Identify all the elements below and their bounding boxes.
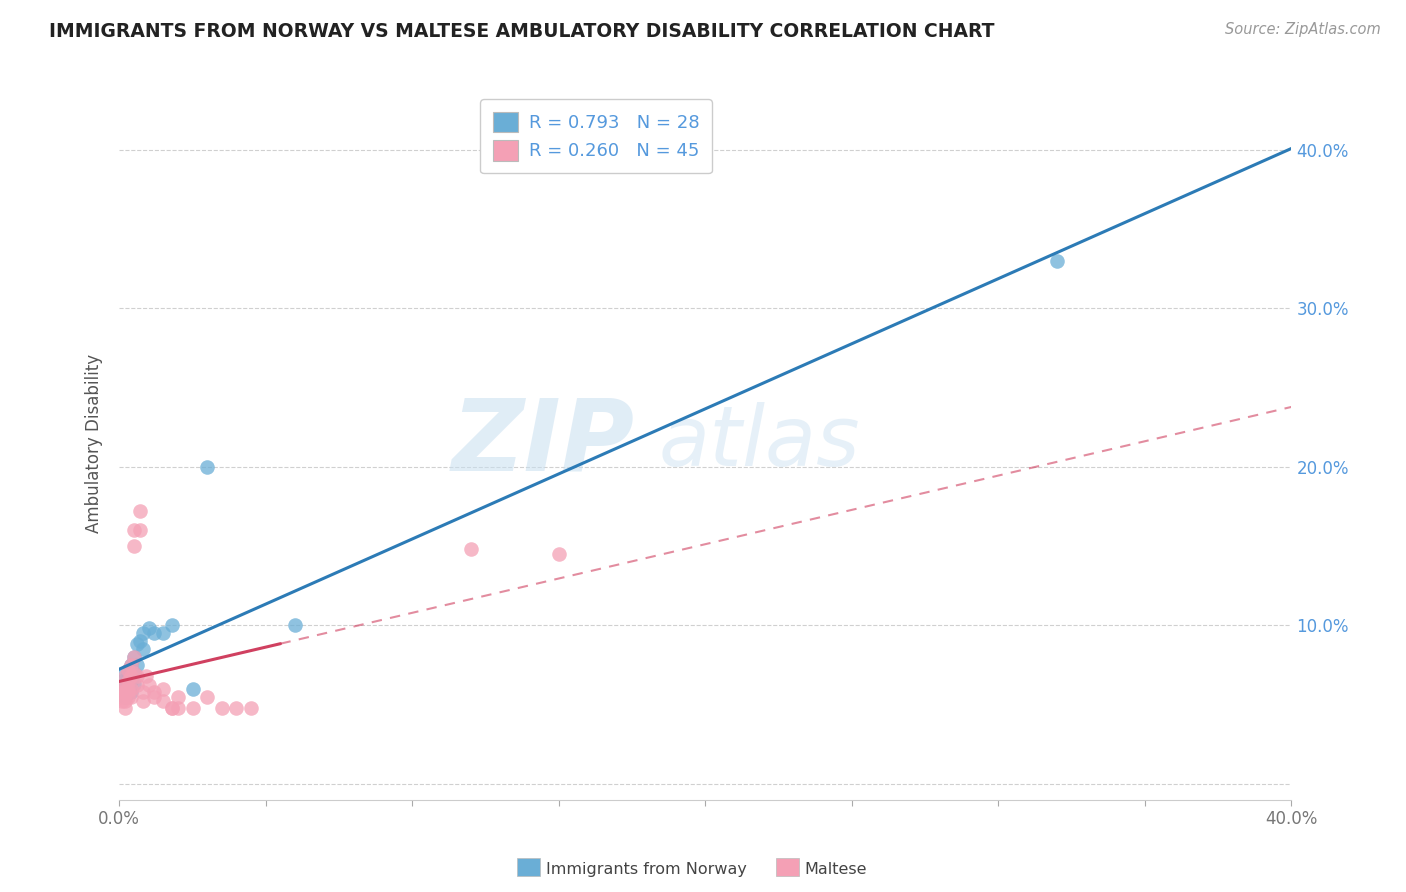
Point — [125, 678, 148, 692]
Point — [152, 681, 174, 696]
Point — [132, 642, 155, 657]
Point — [111, 673, 134, 688]
Point — [111, 685, 134, 699]
Point — [114, 694, 136, 708]
Point — [195, 459, 218, 474]
Point — [211, 700, 233, 714]
Point — [114, 665, 136, 680]
Point — [117, 685, 139, 699]
Point — [117, 669, 139, 683]
Point — [195, 690, 218, 704]
Point — [114, 700, 136, 714]
Point — [122, 665, 145, 680]
Point — [128, 634, 150, 648]
Point — [143, 690, 166, 704]
Point — [167, 690, 190, 704]
Point — [111, 690, 134, 704]
Point — [117, 663, 139, 677]
Point — [120, 685, 142, 699]
Text: Source: ZipAtlas.com: Source: ZipAtlas.com — [1225, 22, 1381, 37]
Point — [120, 669, 142, 683]
Point — [114, 685, 136, 699]
Point — [167, 700, 190, 714]
Point — [125, 657, 148, 672]
Text: IMMIGRANTS FROM NORWAY VS MALTESE AMBULATORY DISABILITY CORRELATION CHART: IMMIGRANTS FROM NORWAY VS MALTESE AMBULA… — [49, 22, 994, 41]
Point — [117, 690, 139, 704]
Point — [132, 694, 155, 708]
Point — [111, 681, 134, 696]
Point — [160, 618, 183, 632]
Point — [284, 618, 307, 632]
Point — [117, 681, 139, 696]
Point — [117, 673, 139, 688]
Point — [122, 539, 145, 553]
Point — [152, 694, 174, 708]
Point — [547, 547, 569, 561]
Point — [160, 700, 183, 714]
Point — [114, 678, 136, 692]
Point — [120, 681, 142, 696]
Point — [138, 621, 160, 635]
Point — [117, 681, 139, 696]
Point — [111, 694, 134, 708]
Point — [181, 700, 204, 714]
Y-axis label: Ambulatory Disability: Ambulatory Disability — [86, 353, 103, 533]
Text: ZIP: ZIP — [453, 394, 636, 491]
Point — [138, 678, 160, 692]
Point — [122, 649, 145, 664]
Point — [225, 700, 247, 714]
Text: Immigrants from Norway: Immigrants from Norway — [546, 863, 747, 877]
Point — [120, 690, 142, 704]
Point — [128, 523, 150, 537]
Point — [132, 685, 155, 699]
Text: Maltese: Maltese — [804, 863, 866, 877]
Point — [111, 685, 134, 699]
Point — [181, 681, 204, 696]
Point — [143, 685, 166, 699]
Point — [120, 673, 142, 688]
Point — [132, 626, 155, 640]
Point — [128, 504, 150, 518]
Point — [122, 677, 145, 691]
Point — [135, 669, 157, 683]
Point — [120, 657, 142, 672]
Point — [114, 669, 136, 683]
Point — [1046, 253, 1069, 268]
Point — [114, 690, 136, 704]
Point — [122, 523, 145, 537]
Point — [460, 542, 482, 557]
Point — [125, 669, 148, 683]
Point — [125, 637, 148, 651]
Legend: R = 0.793   N = 28, R = 0.260   N = 45: R = 0.793 N = 28, R = 0.260 N = 45 — [479, 99, 711, 173]
Point — [117, 663, 139, 677]
Point — [114, 678, 136, 692]
Text: atlas: atlas — [658, 402, 860, 483]
Point — [122, 665, 145, 680]
Point — [120, 657, 142, 672]
Point — [160, 700, 183, 714]
Point — [152, 626, 174, 640]
Point — [240, 700, 263, 714]
Point — [122, 649, 145, 664]
Point — [143, 626, 166, 640]
Point — [111, 681, 134, 696]
